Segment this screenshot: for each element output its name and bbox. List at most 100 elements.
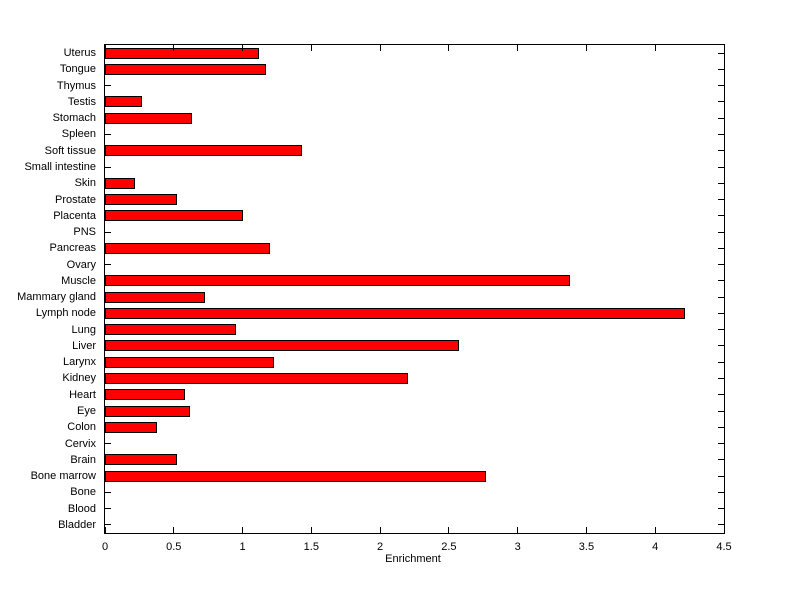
bar bbox=[105, 389, 185, 401]
y-tick-label: Ovary bbox=[66, 258, 96, 271]
bar bbox=[105, 145, 302, 157]
y-tick-label: Blood bbox=[67, 502, 96, 515]
bar bbox=[105, 372, 408, 384]
x-axis-label: Enrichment bbox=[385, 553, 441, 565]
y-tick-mark-right bbox=[718, 426, 724, 428]
x-tick-label: 0.5 bbox=[166, 541, 182, 553]
bar bbox=[105, 356, 275, 368]
y-tick-label: Small intestine bbox=[24, 161, 96, 173]
bar bbox=[105, 96, 143, 108]
y-tick-mark-right bbox=[718, 524, 724, 526]
y-tick-mark-right bbox=[718, 312, 724, 314]
y-tick-mark-left bbox=[105, 85, 111, 87]
y-tick-label: Uterus bbox=[63, 47, 96, 60]
y-tick-label: Cervix bbox=[64, 437, 96, 450]
y-tick-mark-right bbox=[718, 377, 724, 379]
y-tick-mark-right bbox=[718, 443, 724, 445]
y-tick-mark-right bbox=[718, 85, 724, 87]
x-tick-mark-bottom bbox=[242, 527, 244, 533]
plot-area: Uterus Tongue Thymus Testis Stomach Spleen Sof… bbox=[17, 44, 732, 553]
y-tick-label: Spleen bbox=[61, 128, 96, 141]
y-tick-label: Pancreas bbox=[49, 242, 96, 255]
x-tick-mark-bottom bbox=[104, 527, 106, 533]
bar bbox=[105, 47, 260, 59]
x-tick-mark-bottom bbox=[310, 527, 312, 533]
y-tick-label: Bladder bbox=[58, 518, 96, 531]
y-tick-label: Tongue bbox=[59, 63, 96, 76]
y-tick-label: Lung bbox=[71, 323, 96, 336]
y-tick-mark-right bbox=[718, 491, 724, 493]
y-tick-mark-right bbox=[718, 117, 724, 119]
y-tick-label: Mammary gland bbox=[17, 291, 96, 304]
y-tick-mark-left bbox=[105, 443, 111, 445]
x-tick-mark-bottom bbox=[517, 527, 519, 533]
bar bbox=[105, 291, 206, 303]
y-tick-mark-right bbox=[718, 329, 724, 331]
x-tick-label: 0 bbox=[101, 541, 109, 553]
x-tick-mark-top bbox=[173, 45, 175, 51]
y-tick-mark-right bbox=[718, 394, 724, 396]
y-tick-label: Placenta bbox=[53, 209, 96, 222]
y-tick-label: Muscle bbox=[61, 274, 96, 287]
y-tick-mark-right bbox=[718, 150, 724, 152]
x-tick-mark-top bbox=[585, 45, 587, 51]
bar bbox=[105, 275, 570, 287]
y-tick-mark-left bbox=[105, 491, 111, 493]
y-tick-mark-right bbox=[718, 166, 724, 168]
x-tick-mark-bottom bbox=[585, 527, 587, 533]
y-tick-mark-right bbox=[718, 280, 724, 282]
x-tick-label: 1.5 bbox=[303, 541, 319, 553]
y-tick-mark-right bbox=[718, 361, 724, 363]
y-tick-label: Brain bbox=[70, 453, 96, 466]
y-tick-mark-right bbox=[718, 345, 724, 347]
y-tick-label: Bone bbox=[70, 486, 96, 499]
x-tick-label: 4.5 bbox=[716, 541, 732, 553]
y-tick-label: Heart bbox=[69, 388, 96, 401]
bar bbox=[105, 112, 192, 124]
bar bbox=[105, 242, 271, 254]
y-tick-label: Eye bbox=[77, 405, 96, 417]
bar bbox=[105, 470, 487, 482]
y-tick-mark-left bbox=[105, 524, 111, 526]
y-tick-mark-right bbox=[718, 247, 724, 249]
y-tick-label: Larynx bbox=[62, 356, 96, 369]
bar bbox=[105, 340, 459, 352]
y-tick-mark-right bbox=[718, 264, 724, 266]
x-tick-mark-top bbox=[104, 45, 106, 51]
y-tick-mark-right bbox=[718, 410, 724, 412]
y-tick-mark-right bbox=[718, 101, 724, 103]
y-tick-label: Lymph node bbox=[35, 307, 96, 320]
y-tick-label: Skin bbox=[74, 177, 96, 190]
y-tick-mark-right bbox=[718, 52, 724, 54]
x-tick-mark-bottom bbox=[723, 527, 725, 533]
y-tick-mark-left bbox=[105, 264, 111, 266]
x-tick-mark-top bbox=[379, 45, 381, 51]
y-tick-mark-right bbox=[718, 508, 724, 510]
bar bbox=[105, 63, 266, 75]
bar bbox=[105, 405, 191, 417]
x-tick-label: 4 bbox=[652, 541, 659, 553]
x-tick-mark-top bbox=[723, 45, 725, 51]
y-tick-mark-right bbox=[718, 459, 724, 461]
bar bbox=[105, 210, 243, 222]
bar bbox=[105, 307, 686, 319]
y-tick-label: Colon bbox=[67, 421, 96, 434]
bar bbox=[105, 454, 177, 466]
x-tick-label: 3.5 bbox=[578, 541, 595, 553]
x-tick-mark-top bbox=[310, 45, 312, 51]
bar bbox=[105, 177, 136, 189]
x-tick-label: 3 bbox=[514, 541, 521, 553]
y-tick-mark-right bbox=[718, 475, 724, 477]
y-tick-mark-right bbox=[718, 68, 724, 70]
bar bbox=[105, 324, 236, 336]
x-tick-mark-top bbox=[448, 45, 450, 51]
x-tick-label: 1 bbox=[239, 541, 246, 553]
y-tick-label: Soft tissue bbox=[44, 144, 96, 157]
bar bbox=[105, 421, 158, 433]
x-tick-label: 2 bbox=[377, 541, 384, 553]
x-tick-mark-top bbox=[517, 45, 519, 51]
y-tick-mark-left bbox=[105, 508, 111, 510]
y-tick-label: Testis bbox=[67, 95, 96, 108]
x-tick-mark-bottom bbox=[654, 527, 656, 533]
